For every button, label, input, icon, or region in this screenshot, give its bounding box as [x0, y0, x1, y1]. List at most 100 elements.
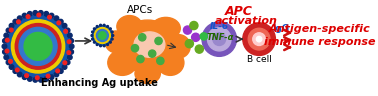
- Circle shape: [11, 20, 65, 73]
- Circle shape: [92, 26, 112, 46]
- Ellipse shape: [134, 32, 165, 57]
- Ellipse shape: [167, 35, 190, 58]
- Circle shape: [155, 37, 162, 45]
- Circle shape: [183, 26, 192, 34]
- Text: Enhancing Ag uptake: Enhancing Ag uptake: [41, 78, 158, 88]
- Circle shape: [213, 33, 226, 46]
- Text: APC: APC: [225, 5, 253, 18]
- Circle shape: [208, 27, 231, 51]
- Circle shape: [49, 13, 54, 18]
- Circle shape: [91, 35, 93, 36]
- Circle shape: [132, 45, 139, 52]
- Circle shape: [62, 65, 67, 69]
- Circle shape: [6, 60, 11, 65]
- Circle shape: [44, 77, 49, 81]
- Circle shape: [93, 28, 95, 30]
- Circle shape: [67, 40, 71, 43]
- Circle shape: [248, 28, 270, 50]
- Circle shape: [9, 23, 14, 28]
- Circle shape: [192, 33, 200, 41]
- Circle shape: [157, 57, 164, 65]
- Circle shape: [149, 50, 156, 57]
- Circle shape: [68, 33, 72, 38]
- Circle shape: [17, 16, 22, 21]
- Text: B cell: B cell: [247, 55, 271, 65]
- Circle shape: [91, 38, 93, 40]
- Circle shape: [64, 29, 67, 33]
- Circle shape: [69, 50, 73, 54]
- Circle shape: [103, 24, 105, 26]
- Circle shape: [190, 22, 198, 30]
- Circle shape: [13, 19, 17, 24]
- Ellipse shape: [105, 31, 127, 53]
- Circle shape: [49, 75, 54, 79]
- Circle shape: [9, 65, 14, 69]
- Circle shape: [28, 12, 32, 16]
- Circle shape: [200, 33, 208, 40]
- Circle shape: [9, 28, 13, 32]
- Circle shape: [13, 69, 17, 73]
- Circle shape: [110, 28, 111, 30]
- Ellipse shape: [135, 64, 160, 84]
- Circle shape: [185, 40, 194, 48]
- Ellipse shape: [151, 17, 180, 39]
- Circle shape: [17, 20, 20, 24]
- Circle shape: [17, 72, 22, 77]
- Circle shape: [24, 32, 52, 60]
- Circle shape: [2, 44, 7, 49]
- Circle shape: [28, 77, 32, 81]
- Circle shape: [36, 76, 39, 80]
- Ellipse shape: [115, 20, 180, 73]
- Circle shape: [57, 21, 60, 25]
- Circle shape: [33, 11, 37, 15]
- Circle shape: [65, 28, 70, 33]
- Circle shape: [37, 13, 41, 17]
- Circle shape: [111, 38, 113, 40]
- Circle shape: [26, 15, 30, 18]
- Circle shape: [54, 16, 59, 21]
- Circle shape: [96, 26, 98, 27]
- Circle shape: [100, 24, 101, 26]
- Circle shape: [103, 45, 105, 47]
- Circle shape: [107, 44, 108, 46]
- Circle shape: [202, 22, 237, 56]
- Circle shape: [19, 27, 57, 65]
- Circle shape: [107, 26, 108, 27]
- Circle shape: [3, 39, 7, 43]
- Text: TNF-α: TNF-α: [206, 33, 234, 42]
- Circle shape: [56, 69, 59, 73]
- Ellipse shape: [117, 16, 142, 37]
- Circle shape: [59, 69, 63, 73]
- Text: IL-6: IL-6: [210, 22, 229, 31]
- Circle shape: [22, 75, 27, 79]
- Circle shape: [96, 44, 98, 46]
- Text: IgG: IgG: [272, 24, 290, 33]
- Circle shape: [15, 24, 61, 69]
- Circle shape: [6, 15, 70, 78]
- Circle shape: [44, 12, 49, 16]
- Circle shape: [22, 13, 27, 18]
- Circle shape: [39, 11, 43, 15]
- Circle shape: [91, 31, 93, 33]
- Circle shape: [54, 72, 59, 77]
- Circle shape: [96, 30, 108, 41]
- Circle shape: [67, 51, 71, 54]
- Circle shape: [243, 23, 276, 55]
- Circle shape: [69, 39, 73, 43]
- Circle shape: [63, 61, 67, 65]
- Circle shape: [110, 41, 111, 43]
- Circle shape: [25, 74, 28, 77]
- Circle shape: [68, 55, 72, 60]
- Circle shape: [39, 78, 43, 82]
- Circle shape: [5, 49, 9, 53]
- Ellipse shape: [108, 50, 137, 75]
- Circle shape: [100, 45, 101, 47]
- Circle shape: [137, 55, 144, 63]
- Circle shape: [6, 28, 11, 33]
- Circle shape: [9, 60, 12, 63]
- Circle shape: [112, 35, 114, 36]
- Circle shape: [94, 28, 110, 43]
- Circle shape: [4, 33, 9, 38]
- Text: APCs: APCs: [127, 5, 153, 15]
- Circle shape: [62, 23, 67, 28]
